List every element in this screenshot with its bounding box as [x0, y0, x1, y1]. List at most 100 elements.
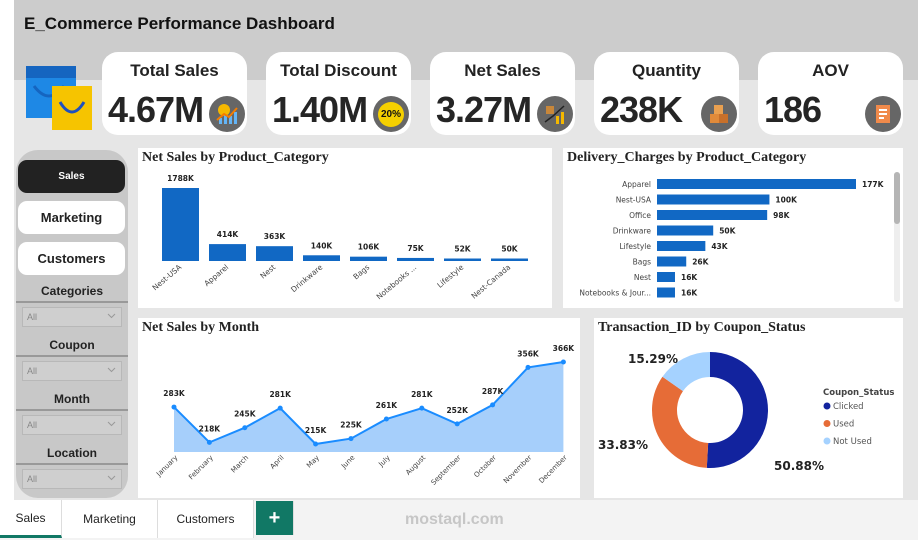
data-label: 140K	[311, 241, 334, 250]
x-tick-label: May	[305, 454, 321, 470]
x-tick-label: Apparel	[202, 263, 230, 288]
chevron-down-icon	[107, 365, 116, 374]
dropdown-value: All	[27, 420, 38, 430]
data-label: 215K	[305, 426, 328, 435]
series-line	[173, 361, 564, 446]
nav-button-customers[interactable]: Customers	[18, 242, 125, 275]
chart-title: Net Sales by Product_Category	[142, 150, 329, 165]
x-tick-label: December	[537, 454, 568, 485]
slice-label: 15.29%	[628, 352, 678, 366]
legend-marker	[823, 402, 831, 410]
boxes-icon	[701, 96, 737, 132]
kpi-label: Quantity	[632, 61, 701, 80]
filter-label: Location	[16, 446, 128, 465]
kpi-card-net-sales: Net Sales 3.27M	[430, 52, 575, 135]
bar	[397, 257, 434, 261]
bar	[256, 246, 293, 261]
data-point	[525, 364, 531, 370]
chevron-down-icon	[107, 473, 116, 482]
bar	[657, 179, 856, 189]
kpi-label: AOV	[812, 61, 849, 80]
data-label: 281K	[269, 390, 292, 399]
scrollbar[interactable]	[894, 172, 900, 302]
add-page-button[interactable]: +	[256, 501, 294, 535]
slice-label: 50.88%	[774, 459, 824, 473]
bar	[657, 272, 675, 282]
x-tick-label: Nest-USA	[150, 262, 183, 292]
data-label: 363K	[264, 232, 287, 241]
kpi-card-total-discount: Total Discount 1.40M 20%	[266, 52, 411, 135]
bar	[657, 210, 768, 220]
data-label: 50K	[501, 245, 518, 254]
net-sales-chart-icon	[537, 96, 573, 132]
discount-20-off-icon: 20%	[373, 96, 409, 132]
filter-dropdown-location[interactable]: All	[22, 469, 122, 489]
x-tick-label: Nest	[258, 263, 277, 281]
bar	[209, 244, 246, 261]
kpi-value: 4.67M	[108, 89, 204, 130]
kpi-value: 186	[764, 89, 822, 130]
x-tick-label: August	[404, 454, 427, 477]
kpi-label: Total Discount	[280, 61, 397, 80]
y-tick-label: Drinkware	[613, 227, 652, 236]
chevron-down-icon	[107, 311, 116, 320]
x-tick-label: January	[154, 454, 179, 479]
dashboard-title: E_Commerce Performance Dashboard	[24, 14, 335, 33]
data-point	[277, 405, 283, 411]
x-tick-label: Nest-Canada	[469, 263, 512, 301]
filter-dropdown-month[interactable]: All	[22, 415, 122, 435]
data-label: 261K	[376, 401, 399, 410]
x-tick-label: October	[473, 454, 499, 480]
chart-title: Net Sales by Month	[142, 320, 260, 335]
legend-marker	[823, 437, 831, 445]
nav-button-marketing[interactable]: Marketing	[18, 201, 125, 234]
slice-label: 33.83%	[598, 438, 648, 452]
bar	[350, 256, 387, 261]
left-strip	[0, 0, 14, 500]
shopping-bags-logo-icon	[24, 62, 94, 132]
nav-button-sales[interactable]: Sales	[18, 160, 125, 193]
data-point	[454, 421, 460, 427]
tab-customers[interactable]: Customers	[158, 500, 254, 538]
bar	[657, 241, 706, 251]
filter-label: Coupon	[16, 338, 128, 357]
data-label: 16K	[681, 273, 698, 282]
kpi-value: 3.27M	[436, 89, 532, 130]
y-tick-label: Lifestyle	[619, 242, 651, 251]
x-tick-label: July	[377, 454, 392, 469]
data-label: 218K	[199, 424, 222, 433]
tab-sales[interactable]: Sales	[0, 500, 62, 538]
x-tick-label: February	[187, 454, 215, 482]
legend-item: Used	[833, 420, 854, 430]
data-label: 43K	[711, 242, 728, 251]
data-label: 100K	[775, 196, 798, 205]
data-label: 50K	[719, 227, 736, 236]
sidebar-panel: Sales Marketing Customers Categories All Coup…	[16, 150, 128, 498]
x-tick-label: Drinkware	[289, 262, 324, 294]
bar	[491, 258, 528, 261]
bar	[657, 194, 770, 205]
y-tick-label: Nest-USA	[616, 196, 652, 205]
data-label: 245K	[234, 410, 257, 419]
kpi-label: Net Sales	[464, 61, 541, 80]
coupon-status-panel: Transaction_ID by Coupon_Status 50.88% Cl…	[594, 318, 903, 498]
data-point	[348, 436, 354, 442]
data-point	[171, 404, 177, 410]
data-label: 252K	[446, 406, 469, 415]
bar	[657, 256, 687, 267]
x-tick-label: September	[430, 454, 463, 487]
donut-slice	[706, 352, 768, 468]
filter-dropdown-coupon[interactable]: All	[22, 361, 122, 381]
area-fill	[174, 362, 564, 452]
filter-dropdown-categories[interactable]: All	[22, 307, 122, 327]
data-point	[383, 416, 389, 422]
sales-growth-icon	[209, 96, 245, 132]
data-point	[560, 359, 566, 365]
bar	[657, 287, 675, 298]
x-tick-label: June	[339, 454, 356, 471]
donut-slice	[662, 352, 710, 392]
discount-badge: 20%	[377, 101, 404, 127]
tab-marketing[interactable]: Marketing	[62, 500, 158, 538]
data-label: 366K	[553, 344, 576, 353]
data-point	[206, 439, 212, 445]
